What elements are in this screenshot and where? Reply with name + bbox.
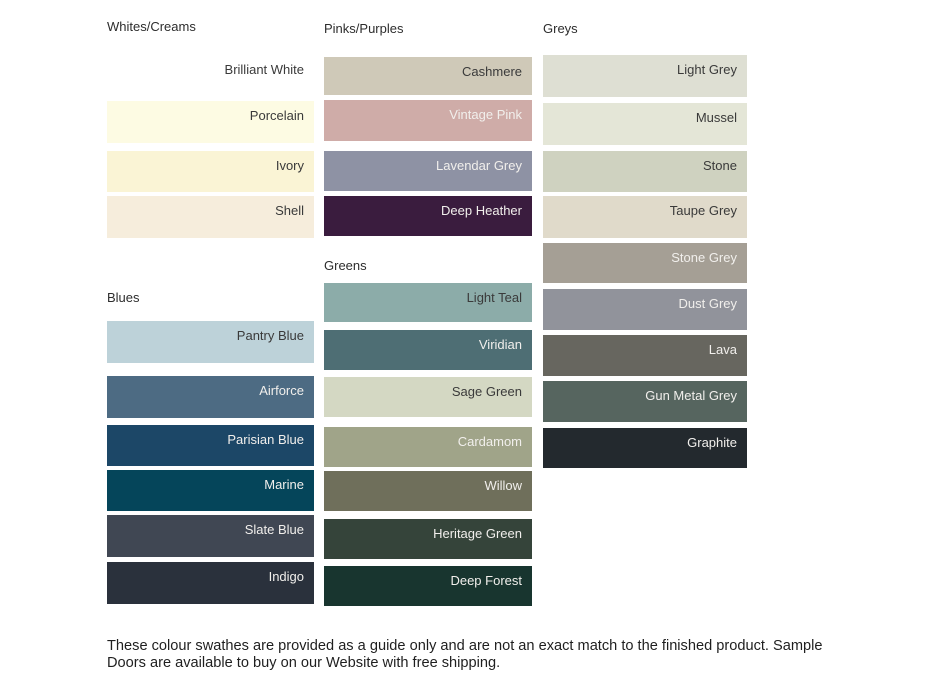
swatch-shell: Shell bbox=[107, 196, 314, 238]
swatch-label-stone: Stone bbox=[703, 158, 737, 173]
swatch-label-heritage-green: Heritage Green bbox=[433, 526, 522, 541]
swatch-label-deep-forest: Deep Forest bbox=[450, 573, 522, 588]
swatch-pantry-blue: Pantry Blue bbox=[107, 321, 314, 363]
swatch-label-sage-green: Sage Green bbox=[451, 384, 522, 399]
swatch-label-viridian: Viridian bbox=[478, 337, 522, 352]
swatch-label-willow: Willow bbox=[484, 478, 522, 493]
swatch-airforce: Airforce bbox=[107, 376, 314, 418]
swatch-label-airforce: Airforce bbox=[259, 383, 304, 398]
group-header-blues: Blues bbox=[107, 290, 140, 305]
swatch-viridian: Viridian bbox=[324, 330, 532, 370]
swatch-label-brilliant-white: Brilliant White bbox=[224, 62, 304, 77]
swatch-cashmere: Cashmere bbox=[324, 57, 532, 95]
footnote: These colour swathes are provided as a g… bbox=[107, 638, 823, 674]
footnote-line-2: Doors are available to buy on our Websit… bbox=[107, 655, 501, 672]
swatch-label-ivory: Ivory bbox=[275, 158, 304, 173]
swatch-parisian-blue: Parisian Blue bbox=[107, 425, 314, 466]
swatch-cardamom: Cardamom bbox=[324, 427, 532, 467]
swatch-label-vintage-pink: Vintage Pink bbox=[449, 107, 522, 122]
swatch-label-gun-metal-grey: Gun Metal Grey bbox=[645, 388, 737, 403]
group-header-greens: Greens bbox=[324, 258, 367, 273]
swatch-lava: Lava bbox=[543, 335, 747, 376]
swatch-dust-grey: Dust Grey bbox=[543, 289, 747, 330]
swatch-marine: Marine bbox=[107, 470, 314, 511]
swatch-gun-metal-grey: Gun Metal Grey bbox=[543, 381, 747, 422]
swatch-graphite: Graphite bbox=[543, 428, 747, 468]
swatch-label-taupe-grey: Taupe Grey bbox=[669, 203, 737, 218]
swatch-light-teal: Light Teal bbox=[324, 283, 532, 322]
swatch-heritage-green: Heritage Green bbox=[324, 519, 532, 559]
swatch-mussel: Mussel bbox=[543, 103, 747, 145]
footnote-line-1: These colour swathes are provided as a g… bbox=[107, 638, 823, 654]
swatch-label-light-grey: Light Grey bbox=[677, 62, 737, 77]
swatch-willow: Willow bbox=[324, 471, 532, 511]
swatch-taupe-grey: Taupe Grey bbox=[543, 196, 747, 238]
swatch-slate-blue: Slate Blue bbox=[107, 515, 314, 557]
swatch-label-indigo: Indigo bbox=[268, 569, 304, 584]
swatch-lavendar-grey: Lavendar Grey bbox=[324, 151, 532, 191]
swatch-deep-forest: Deep Forest bbox=[324, 566, 532, 606]
swatch-label-dust-grey: Dust Grey bbox=[678, 296, 737, 311]
swatch-stone-grey: Stone Grey bbox=[543, 243, 747, 283]
group-header-pinks-purples: Pinks/Purples bbox=[324, 21, 404, 36]
group-header-whites-creams: Whites/Creams bbox=[107, 19, 196, 34]
swatch-porcelain: Porcelain bbox=[107, 101, 314, 143]
swatch-label-porcelain: Porcelain bbox=[249, 108, 304, 123]
swatch-label-shell: Shell bbox=[275, 203, 304, 218]
swatch-label-stone-grey: Stone Grey bbox=[671, 250, 737, 265]
swatch-vintage-pink: Vintage Pink bbox=[324, 100, 532, 141]
swatch-label-pantry-blue: Pantry Blue bbox=[236, 328, 304, 343]
swatch-light-grey: Light Grey bbox=[543, 55, 747, 97]
swatch-label-light-teal: Light Teal bbox=[466, 290, 522, 305]
swatch-stone: Stone bbox=[543, 151, 747, 192]
swatch-indigo: Indigo bbox=[107, 562, 314, 604]
swatch-label-cardamom: Cardamom bbox=[457, 434, 522, 449]
swatch-label-slate-blue: Slate Blue bbox=[244, 522, 304, 537]
swatch-brilliant-white: Brilliant White bbox=[107, 55, 314, 97]
swatch-deep-heather: Deep Heather bbox=[324, 196, 532, 236]
swatch-ivory: Ivory bbox=[107, 151, 314, 192]
swatch-label-deep-heather: Deep Heather bbox=[441, 203, 522, 218]
swatch-label-graphite: Graphite bbox=[687, 435, 737, 450]
swatch-label-marine: Marine bbox=[264, 477, 304, 492]
swatch-label-parisian-blue: Parisian Blue bbox=[227, 432, 304, 447]
swatch-label-lava: Lava bbox=[708, 342, 737, 357]
swatch-sage-green: Sage Green bbox=[324, 377, 532, 417]
swatch-label-mussel: Mussel bbox=[695, 110, 737, 125]
group-header-greys: Greys bbox=[543, 21, 578, 36]
swatch-label-cashmere: Cashmere bbox=[462, 64, 522, 79]
swatch-label-lavendar-grey: Lavendar Grey bbox=[436, 158, 522, 173]
